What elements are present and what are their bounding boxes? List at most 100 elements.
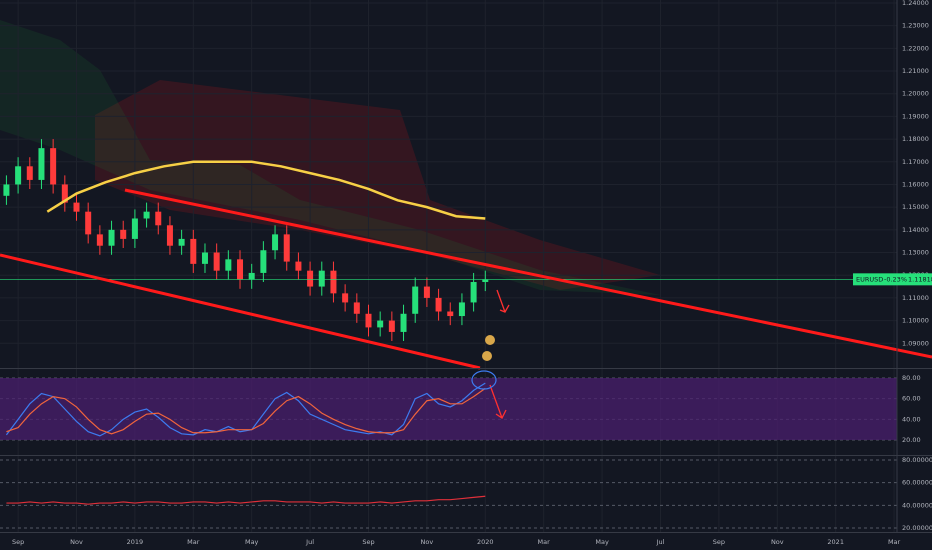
x-tick-label: Mar — [538, 538, 551, 546]
y-tick-label: 1.13000 — [902, 249, 929, 257]
candle-body — [131, 218, 138, 239]
candle-body — [96, 234, 103, 246]
x-tick-label: May — [595, 538, 609, 546]
x-tick-label: Mar — [187, 538, 200, 546]
cloud-drawing — [0, 20, 660, 295]
y-tick-label: 40.000000 — [902, 501, 932, 509]
candle-body — [225, 259, 232, 271]
channel-line — [124, 188, 932, 359]
x-tick-label: 2020 — [477, 538, 494, 546]
x-tick-label: Sep — [12, 538, 24, 546]
y-tick-label: 40.00 — [902, 415, 921, 423]
candle-body — [248, 272, 255, 280]
candle-body — [85, 211, 92, 235]
cloud-drawing — [95, 80, 660, 290]
candle-body — [283, 234, 290, 262]
candle-body — [143, 211, 150, 219]
x-tick-label: Nov — [771, 538, 784, 546]
y-tick-label: 80.000000 — [902, 456, 932, 464]
candle-body — [166, 225, 173, 246]
candle-body — [178, 238, 185, 246]
line-series — [6, 495, 486, 505]
candle-body — [412, 286, 419, 314]
y-tick-label: 1.16000 — [902, 180, 929, 188]
price-tag-change: -0.23% — [884, 275, 907, 283]
y-tick-label: 1.10000 — [902, 317, 929, 325]
candle-body — [423, 286, 430, 298]
arrow-drawing — [489, 384, 507, 419]
candle-body — [108, 229, 115, 246]
candle-body — [155, 211, 162, 226]
candle-body — [260, 250, 267, 273]
candle-body — [272, 234, 279, 251]
candle-body — [73, 202, 80, 212]
panels — [0, 0, 897, 532]
x-tick-label: Jul — [305, 538, 314, 546]
x-tick-label: 2021 — [827, 538, 844, 546]
candle-body — [213, 252, 220, 271]
y-tick-label: 1.15000 — [902, 203, 929, 211]
x-tick-label: Jul — [656, 538, 665, 546]
x-tick-label: May — [245, 538, 259, 546]
candle-body — [447, 311, 454, 317]
candle-body — [15, 166, 22, 185]
candle-body — [365, 313, 372, 328]
line-series — [5, 382, 486, 437]
candle-body — [50, 148, 57, 185]
y-tick-label: 1.22000 — [902, 44, 929, 52]
y-tick-label: 1.24000 — [902, 0, 929, 7]
candle-body — [61, 184, 68, 203]
candle-body — [295, 261, 302, 271]
x-tick-label: Sep — [713, 538, 725, 546]
candle-body — [388, 320, 395, 332]
candle-body — [470, 282, 477, 303]
y-tick-label: 20.00 — [902, 436, 921, 444]
y-tick-label: 60.000000 — [902, 479, 932, 487]
x-tick-label: Sep — [362, 538, 374, 546]
price-tag-value: 1.11818 — [908, 275, 932, 283]
y-tick-label: 1.14000 — [902, 226, 929, 234]
candle-body — [458, 302, 465, 317]
candle-body — [400, 313, 407, 332]
y-tick-label: 1.20000 — [902, 90, 929, 98]
y-tick-label: 1.21000 — [902, 67, 929, 75]
candle-body — [318, 270, 325, 287]
candle-body — [120, 229, 127, 239]
x-tick-label: 2019 — [127, 538, 144, 546]
candle-body — [38, 148, 45, 180]
y-tick-label: 1.23000 — [902, 22, 929, 30]
candle-body — [26, 166, 33, 180]
price-tag — [853, 273, 932, 286]
y-tick-label: 1.09000 — [902, 339, 929, 347]
event-icon — [482, 351, 492, 361]
candle-body — [377, 320, 384, 328]
candle-body — [330, 270, 337, 294]
line-series — [6, 387, 486, 435]
y-tick-label: 60.00 — [902, 395, 921, 403]
y-tick-label: 20.000000 — [902, 524, 932, 532]
candle-body — [342, 293, 349, 303]
x-tick-label: Nov — [70, 538, 83, 546]
candle-body — [435, 297, 442, 312]
price-tag-symbol: EURUSD — [856, 275, 883, 283]
channel-line — [0, 253, 481, 370]
candle-body — [482, 279, 489, 283]
y-tick-label: 80.00 — [902, 374, 921, 382]
candle-body — [307, 270, 314, 287]
y-tick-label: 1.11000 — [902, 294, 929, 302]
x-tick-label: Mar — [888, 538, 901, 546]
candle-body — [3, 184, 10, 196]
y-tick-label: 1.19000 — [902, 112, 929, 120]
candle-body — [190, 238, 197, 264]
y-tick-label: 1.18000 — [902, 135, 929, 143]
overbought-band — [0, 377, 897, 441]
candle-body — [201, 252, 208, 264]
arrow-drawing — [496, 289, 510, 313]
y-tick-label: 1.17000 — [902, 158, 929, 166]
event-icon — [485, 335, 495, 345]
line-series — [46, 160, 486, 220]
candle-body — [237, 259, 244, 280]
candle-body — [353, 302, 360, 314]
x-tick-label: Nov — [421, 538, 434, 546]
